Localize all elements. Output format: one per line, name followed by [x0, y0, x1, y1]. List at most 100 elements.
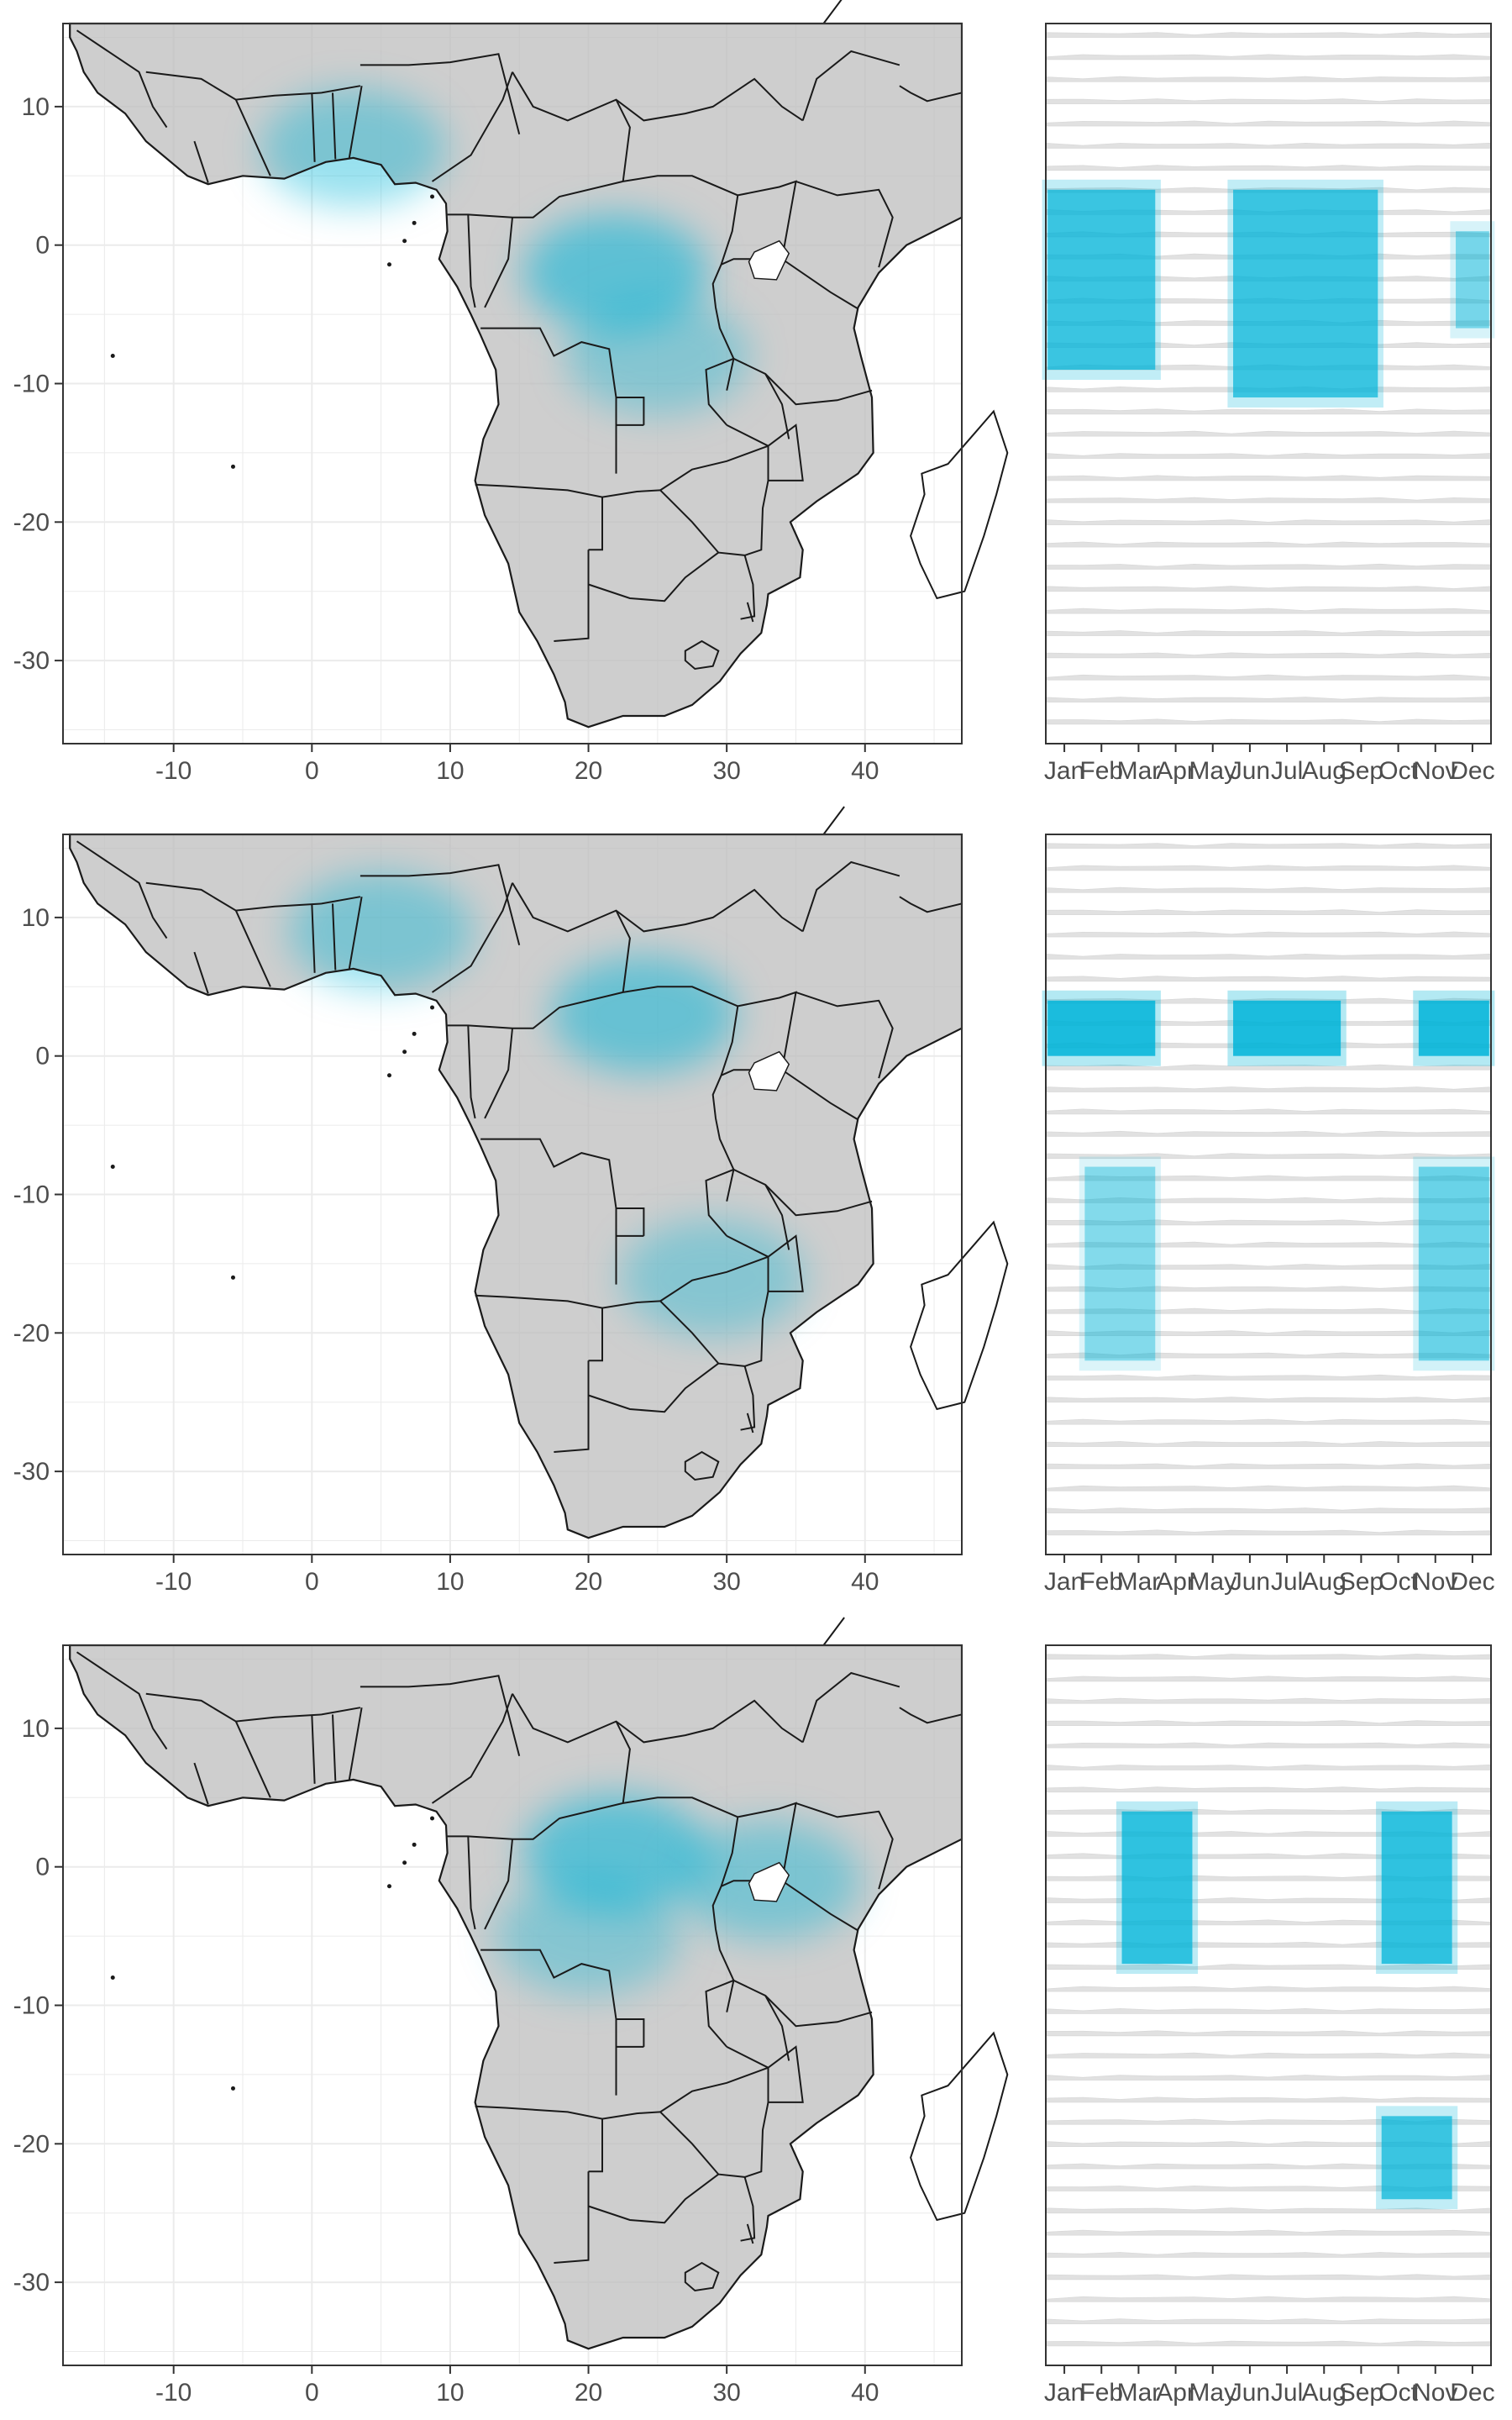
month-tick-label: Feb [1079, 1568, 1123, 1596]
lake [748, 1861, 790, 1902]
coastline [69, 1644, 963, 2350]
country-border [360, 1675, 521, 1757]
country-border [431, 882, 513, 993]
ridge [1045, 1108, 1492, 1115]
ridge [1045, 2274, 1492, 2281]
country-border [822, 0, 843, 24]
seasonal-highlight [260, 89, 750, 415]
highlight-region [288, 872, 474, 991]
island [402, 1860, 407, 1865]
country-border [467, 214, 476, 308]
country-border [234, 1721, 271, 1798]
month-tick-label: Mar [1117, 1568, 1161, 1596]
country-border [746, 602, 754, 623]
lesotho-border [684, 2261, 720, 2292]
ridge [1045, 1529, 1492, 1536]
y-tick-label: -10 [13, 1181, 50, 1209]
country-border [740, 1365, 756, 1431]
lake [748, 1050, 790, 1092]
ridge [1045, 1964, 1492, 1970]
island [230, 464, 235, 469]
ridge [1045, 1130, 1492, 1137]
axis-ticks [55, 1727, 866, 2374]
ridge [1045, 1720, 1492, 1726]
season-cell [1233, 189, 1378, 397]
country-border [795, 991, 894, 1079]
x-tick-label: 10 [436, 2379, 464, 2407]
y-tick-label: 0 [35, 1043, 50, 1071]
madagascar-outline [910, 409, 1009, 600]
season-cells [1042, 990, 1495, 1371]
ridge [1045, 2141, 1492, 2147]
land-mass [70, 24, 1009, 728]
country-border [475, 483, 661, 498]
country-border [311, 1714, 316, 1784]
ridge [1045, 453, 1492, 459]
season-cell [1381, 1811, 1452, 1965]
month-tick-label: Nov [1413, 1568, 1457, 1596]
ridge [1045, 2118, 1492, 2125]
season-cell [1418, 1166, 1489, 1361]
country-border [726, 2045, 804, 2103]
month-tick-label: Oct [1378, 757, 1418, 785]
country-border [76, 1651, 168, 1750]
ridge [1045, 32, 1492, 38]
month-tick-label: May [1189, 2379, 1236, 2407]
y-tick-label: 10 [22, 904, 50, 932]
country-border [740, 555, 756, 620]
x-tick-label: -10 [155, 1568, 192, 1596]
y-tick-label: -20 [13, 508, 50, 536]
month-tick-label: Aug [1302, 1568, 1347, 1596]
axis-ticks [1063, 2365, 1473, 2374]
country-border [480, 1949, 645, 2047]
country-border [899, 1707, 963, 1724]
ridge [1045, 2318, 1492, 2324]
coastline [69, 22, 963, 729]
ridge [1045, 608, 1492, 614]
country-border [659, 2111, 745, 2178]
season-cell [1456, 231, 1489, 329]
ridge [1045, 142, 1492, 149]
ridge [1045, 718, 1492, 725]
y-tick-label: -10 [13, 1992, 50, 2020]
month-tick-label: Sep [1339, 2379, 1383, 2407]
season-cell-halo [1450, 221, 1495, 339]
country-border [332, 903, 337, 971]
y-tick-label: -30 [13, 1458, 50, 1486]
country-border [588, 2118, 603, 2173]
highlight-region [564, 297, 750, 415]
land-mass [70, 1645, 1009, 2349]
month-tick-label: Aug [1302, 2379, 1347, 2407]
country-border [431, 1693, 513, 1804]
x-tick-label: 20 [575, 757, 602, 785]
country-border [145, 71, 361, 101]
month-tick-label: Jan [1044, 2379, 1084, 2407]
axis-ticks [55, 916, 866, 1563]
country-border [705, 195, 739, 426]
island [230, 1275, 235, 1280]
ridge [1045, 2207, 1492, 2214]
ridge [1045, 2007, 1492, 2014]
island [412, 1842, 417, 1847]
country-border [615, 1721, 631, 1804]
ridge [1045, 652, 1492, 659]
panel-border [1045, 1644, 1492, 2366]
x-tick-label: 0 [305, 1568, 319, 1596]
ridge [1045, 2096, 1492, 2103]
country-border [480, 327, 645, 425]
y-tick-label: 0 [35, 232, 50, 260]
country-border [484, 217, 513, 308]
season-panel-row-3: Jan Feb Mar Apr May Jun Jul Aug Sep Oct … [1044, 1644, 1495, 2407]
y-tick-label: -10 [13, 371, 50, 398]
country-border [447, 986, 738, 1029]
ridge [1045, 843, 1492, 849]
month-tick-label: Jan [1044, 1568, 1084, 1596]
country-border [795, 1802, 894, 1890]
season-cell [1047, 189, 1156, 371]
month-tick-label: Jun [1230, 1568, 1270, 1596]
ridge [1045, 563, 1492, 570]
country-border [746, 1413, 754, 1434]
africa-land [70, 24, 963, 728]
x-tick-label: 30 [712, 1568, 740, 1596]
season-cell [1084, 1166, 1156, 1361]
